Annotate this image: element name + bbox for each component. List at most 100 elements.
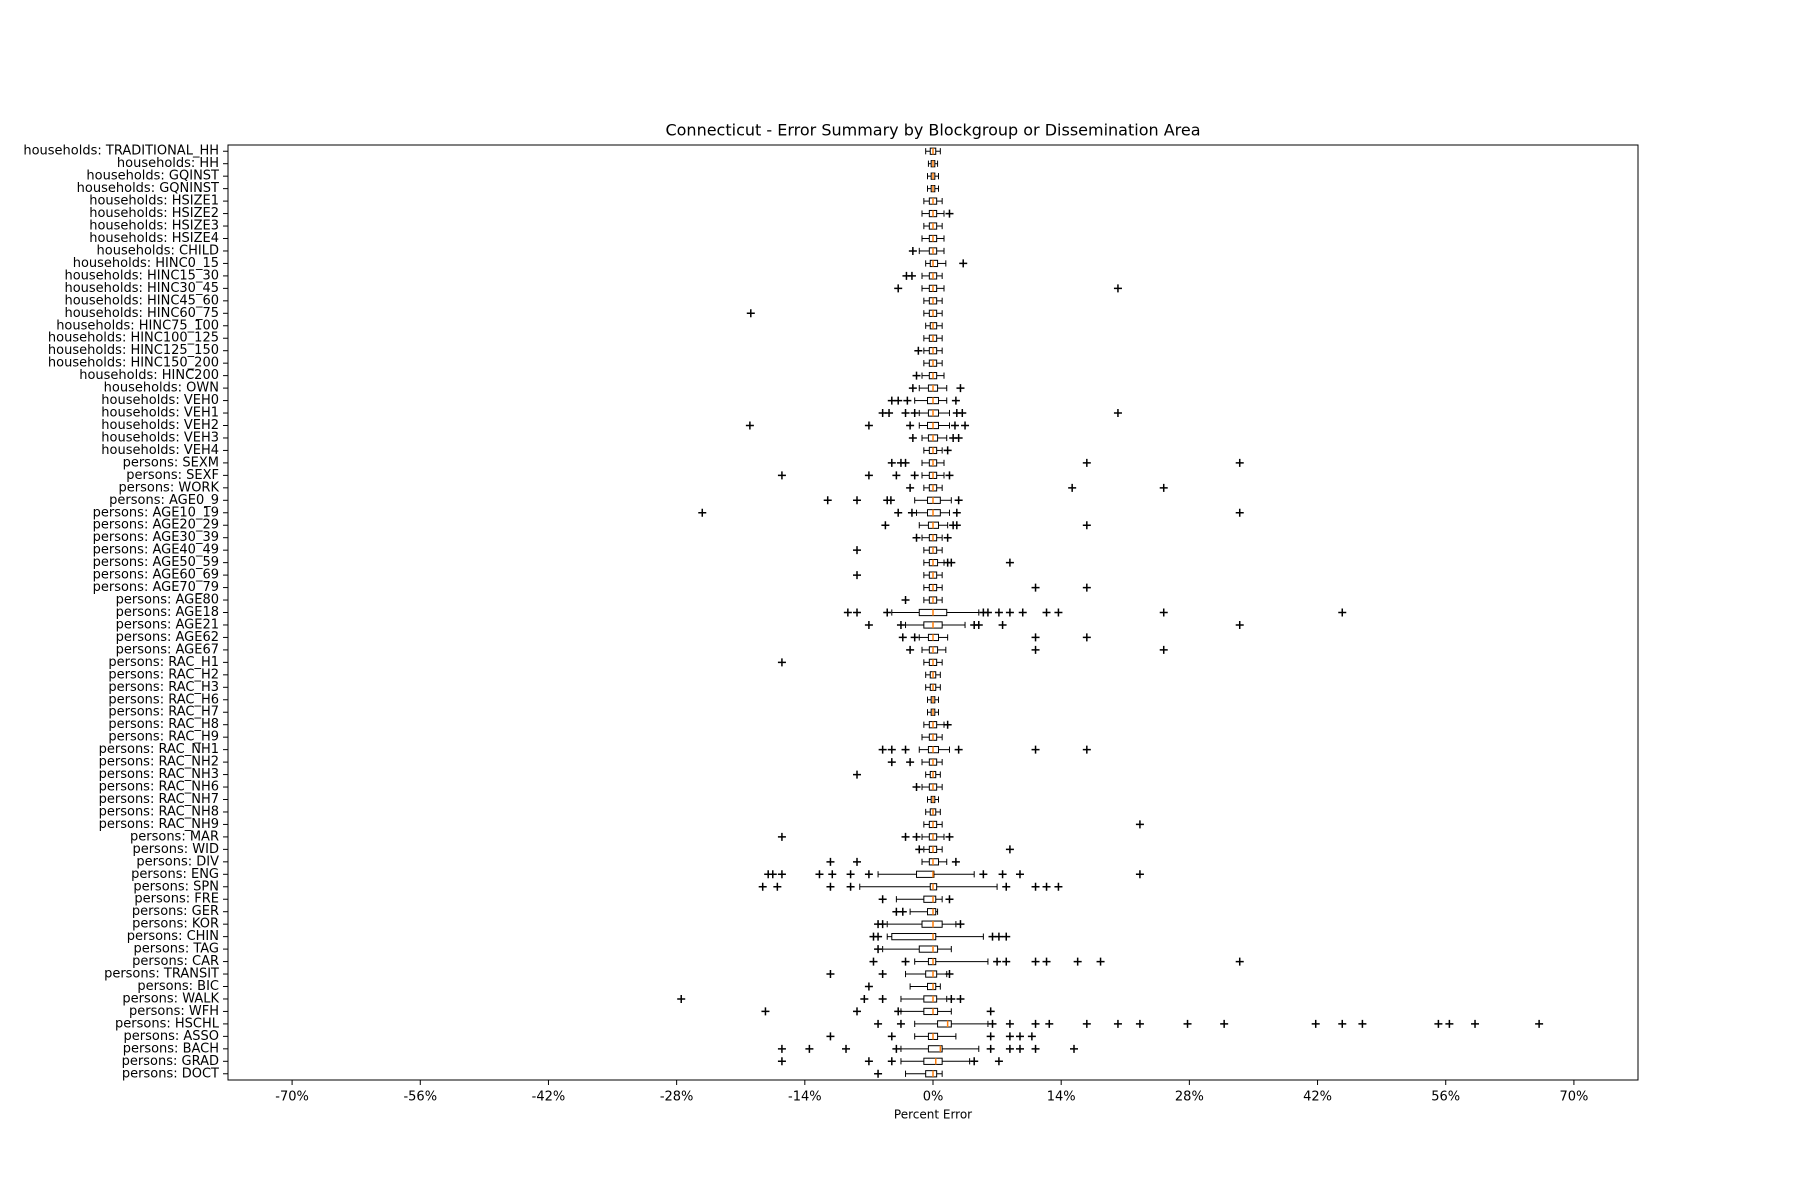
flier	[1005, 608, 1014, 617]
box	[929, 259, 939, 268]
flier	[1358, 1019, 1367, 1028]
y-tick-label: persons: TRANSIT	[104, 967, 219, 982]
flier	[826, 970, 835, 979]
flier	[860, 994, 869, 1003]
flier	[864, 471, 873, 480]
flier	[777, 870, 786, 879]
flier	[846, 870, 855, 879]
flier	[988, 1019, 997, 1028]
flier	[1054, 882, 1063, 891]
y-tick-label: households: HSIZE2	[89, 206, 219, 221]
flier	[1054, 608, 1063, 617]
y-tick-label: persons: AGE21	[116, 617, 219, 632]
flier	[994, 1057, 1003, 1066]
flier	[878, 895, 887, 904]
y-tick-label: persons: DIV	[136, 854, 219, 869]
flier	[887, 458, 896, 467]
flier	[912, 371, 921, 380]
y-tick-label: households: HSIZE1	[89, 194, 219, 209]
flier	[1235, 458, 1244, 467]
y-tick-label: persons: AGE10_19	[93, 505, 219, 520]
flier	[901, 832, 910, 841]
y-tick-label: households: HINC30_45	[64, 281, 219, 296]
y-tick-label: households: HSIZE4	[89, 231, 219, 246]
flier	[1042, 608, 1051, 617]
y-tick-label: persons: MAR	[130, 829, 219, 844]
flier	[878, 970, 887, 979]
y-tick-label: households: VEH1	[101, 406, 219, 421]
x-tick-label: 28%	[1175, 1090, 1204, 1105]
flier	[1135, 870, 1144, 879]
flier	[950, 421, 959, 430]
x-tick-label: -14%	[788, 1090, 822, 1105]
flier	[1434, 1019, 1443, 1028]
y-tick-label: persons: CAR	[132, 954, 219, 969]
flier	[1113, 284, 1122, 293]
flier	[994, 932, 1003, 941]
x-tick-label: 0%	[923, 1090, 944, 1105]
flier	[1073, 957, 1082, 966]
box	[923, 1007, 939, 1016]
flier	[677, 994, 686, 1003]
flier	[894, 396, 903, 405]
y-tick-label: persons: RAC_NH8	[99, 804, 219, 819]
flier	[1031, 583, 1040, 592]
flier	[777, 1044, 786, 1053]
flier	[979, 870, 988, 879]
flier	[986, 1044, 995, 1053]
y-tick-label: persons: RAC_NH3	[99, 767, 219, 782]
flier	[901, 745, 910, 754]
flier	[745, 421, 754, 430]
flier	[823, 496, 832, 505]
flier	[954, 496, 963, 505]
x-tick-label: -28%	[660, 1090, 694, 1105]
flier	[843, 608, 852, 617]
flier	[887, 745, 896, 754]
flier	[1445, 1019, 1454, 1028]
y-tick-label: persons: TAG	[133, 942, 219, 957]
flier	[1082, 521, 1091, 530]
x-tick-label: -42%	[532, 1090, 566, 1105]
flier	[908, 433, 917, 442]
box	[927, 1045, 943, 1053]
flier	[1082, 583, 1091, 592]
flier	[898, 633, 907, 642]
y-tick-label: persons: WORK	[119, 480, 220, 495]
flier	[846, 882, 855, 891]
flier	[853, 546, 862, 555]
flier	[815, 870, 824, 879]
y-tick-label: households: HSIZE3	[89, 219, 219, 234]
flier	[901, 409, 910, 418]
y-tick-label: persons: AGE50_59	[93, 555, 219, 570]
flier	[826, 882, 835, 891]
x-tick-label: 70%	[1559, 1090, 1588, 1105]
flier	[1002, 957, 1011, 966]
y-tick-label: persons: SPN	[133, 879, 219, 894]
flier	[945, 471, 954, 480]
y-tick-label: persons: AGE60_69	[93, 568, 219, 583]
flier	[898, 907, 907, 916]
y-tick-label: persons: ASSO	[124, 1029, 219, 1044]
flier	[805, 1044, 814, 1053]
flier	[853, 496, 862, 505]
flier	[853, 571, 862, 580]
flier	[894, 508, 903, 517]
flier	[853, 857, 862, 866]
box	[927, 982, 937, 991]
flier	[961, 421, 970, 430]
flier	[698, 508, 707, 517]
flier	[1159, 483, 1168, 492]
flier	[874, 1019, 883, 1028]
flier	[1031, 957, 1040, 966]
box	[918, 945, 939, 953]
y-tick-label: households: VEH0	[101, 393, 219, 408]
flier	[1096, 957, 1105, 966]
flier	[912, 533, 921, 542]
flier	[1183, 1019, 1192, 1028]
flier	[887, 758, 896, 767]
flier	[947, 994, 956, 1003]
flier	[998, 870, 1007, 879]
y-tick-label: households: HINC200	[79, 368, 219, 383]
y-tick-label: persons: WALK	[122, 991, 219, 1006]
flier	[1311, 1019, 1320, 1028]
